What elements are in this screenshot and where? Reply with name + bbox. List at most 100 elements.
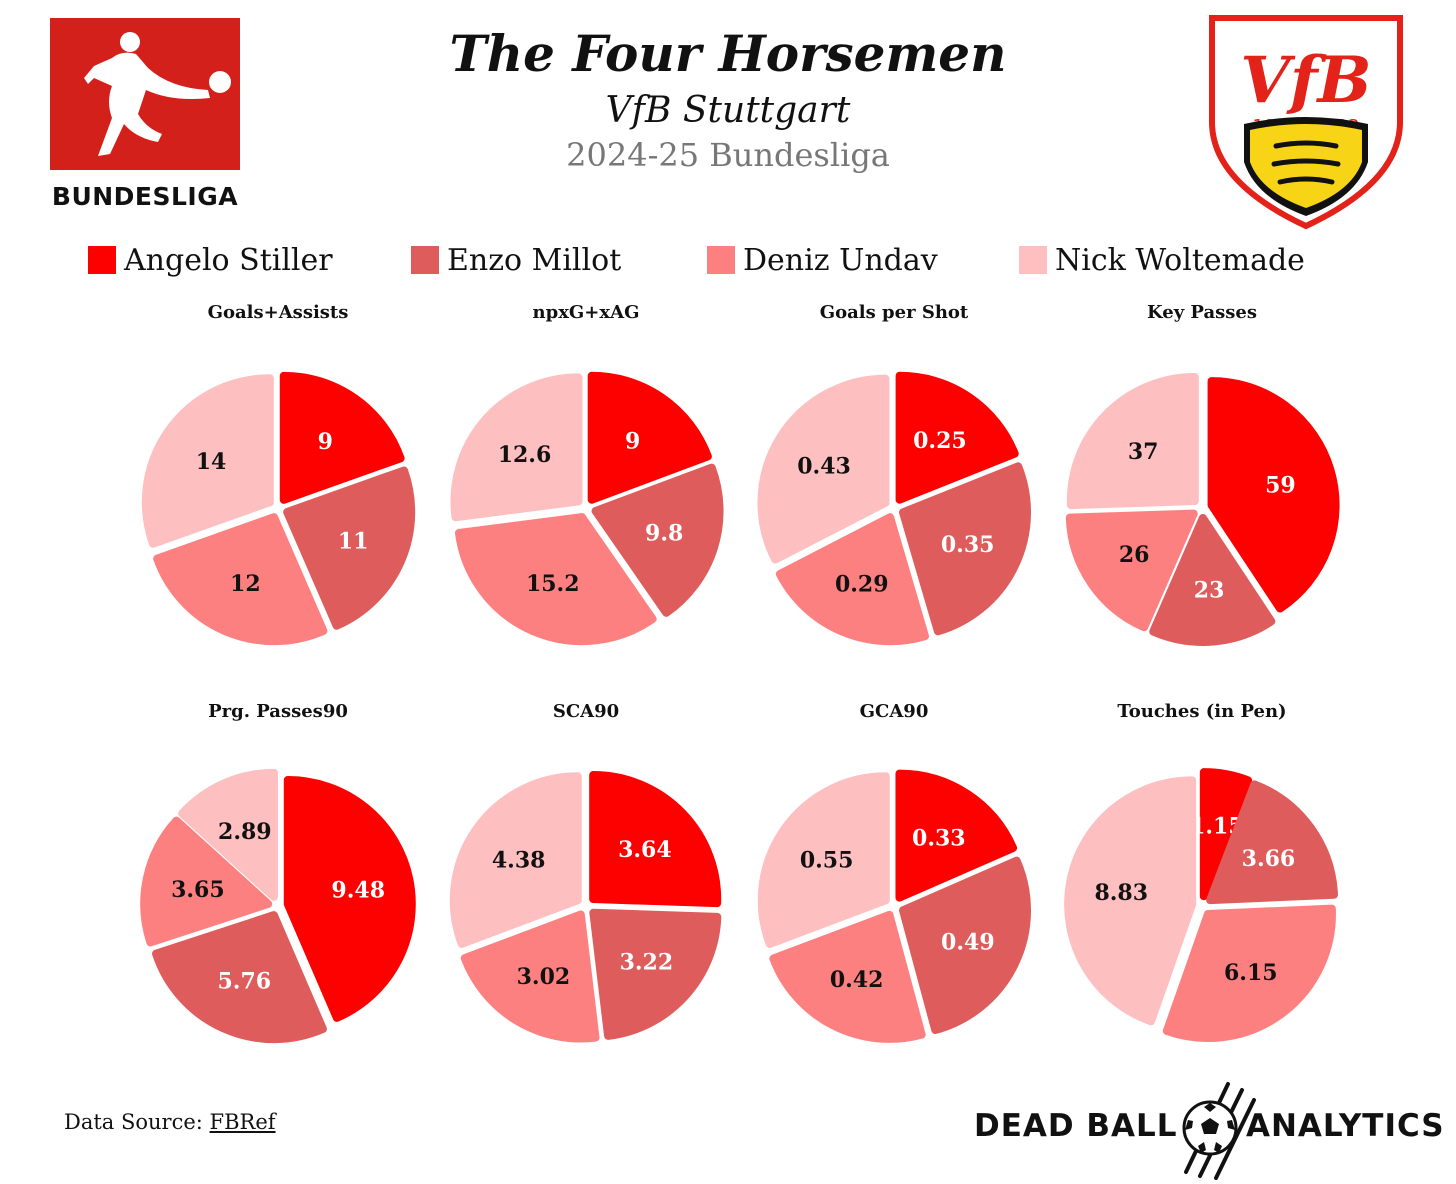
pie-slice	[454, 513, 657, 646]
pie-value-label: 0.29	[835, 571, 889, 597]
pie-slice	[1199, 768, 1253, 901]
pie-title: Prg. Passes90	[208, 701, 348, 722]
pie-slice	[153, 513, 328, 646]
brand-logo	[1158, 1076, 1262, 1180]
brand-name-left: DEAD BALL	[974, 1108, 1178, 1144]
legend-label: Deniz Undav	[743, 242, 938, 278]
pie-value-label: 3.66	[1242, 846, 1296, 872]
pie-slice	[895, 371, 1019, 504]
pie-slice	[178, 768, 278, 901]
pie-title: SCA90	[553, 701, 619, 722]
pie-chart-1: npxG+xAG 9 9.8 15.2 12.6	[450, 302, 724, 646]
pie-value-label: 12	[230, 571, 261, 597]
pie-chart-2: Goals per Shot 0.25 0.35 0.29 0.43	[757, 302, 1031, 646]
pie-title: Goals per Shot	[820, 302, 969, 323]
pie-value-label: 0.55	[800, 847, 854, 873]
legend-label: Angelo Stiller	[124, 242, 333, 278]
pie-value-label: 0.35	[941, 532, 995, 558]
pie-chart-6: GCA90 0.33 0.49 0.42 0.55	[757, 701, 1031, 1043]
soccer-ball-icon	[1182, 1082, 1256, 1180]
pie-slice	[460, 910, 600, 1043]
pie-title: Goals+Assists	[208, 302, 349, 323]
pie-slice	[1065, 509, 1198, 632]
pie-chart-3: Key Passes 59 23 26 37	[1065, 302, 1340, 646]
pie-value-label: 12.6	[498, 442, 552, 468]
pie-slice	[895, 769, 1018, 902]
pie-slice	[152, 911, 327, 1044]
pie-chart-5: SCA90 3.64 3.22 3.02 4.38	[449, 701, 722, 1043]
legend-swatch	[88, 246, 116, 274]
vfb-stuttgart-crest: VfB 18 93	[1206, 12, 1406, 230]
pie-slice	[1064, 776, 1197, 1026]
pie-value-label: 0.25	[913, 428, 967, 454]
brand-name-right: ANALYTICS	[1246, 1108, 1445, 1144]
pie-value-label: 3.65	[171, 877, 225, 903]
pie-value-label: 9	[625, 429, 640, 455]
data-source-label: Data Source:	[64, 1110, 210, 1134]
pie-value-label: 11	[338, 529, 369, 555]
pie-value-label: 14	[196, 449, 227, 475]
pie-title: Touches (in Pen)	[1117, 701, 1286, 722]
pie-slice	[1162, 904, 1336, 1042]
pie-value-label: 3.02	[517, 964, 571, 990]
pie-slice	[769, 910, 926, 1043]
pie-value-label: 9	[318, 429, 333, 455]
pie-slice	[775, 513, 929, 646]
pie-slice	[1207, 377, 1340, 613]
legend-label: Nick Woltemade	[1055, 242, 1305, 278]
svg-text:VfB: VfB	[1240, 43, 1371, 118]
pie-slice	[589, 771, 722, 908]
pie-slice	[757, 772, 890, 948]
pie-title: npxG+xAG	[533, 302, 640, 323]
pie-chart-0: Goals+Assists 9 11 12 14	[141, 302, 416, 646]
legend-item-millot: Enzo Millot	[411, 240, 621, 280]
pie-title: GCA90	[860, 701, 929, 722]
pie-value-label: 0.33	[912, 825, 966, 851]
pie-value-label: 26	[1119, 542, 1150, 568]
legend-swatch	[1019, 246, 1047, 274]
pie-slice	[587, 371, 712, 504]
pie-value-label: 6.15	[1224, 960, 1278, 986]
legend-label: Enzo Millot	[447, 242, 622, 278]
pie-slice	[1066, 373, 1199, 510]
legend-swatch	[707, 246, 735, 274]
pie-slice	[1149, 513, 1276, 646]
pie-slice	[283, 466, 416, 630]
legend-swatch	[411, 246, 439, 274]
pie-value-label: 9.8	[645, 520, 683, 546]
legend-item-undav: Deniz Undav	[707, 240, 938, 280]
pie-slice	[450, 373, 583, 522]
bundesliga-logo	[50, 18, 240, 170]
pie-slice	[1206, 780, 1338, 905]
pie-chart-7: Touches (in Pen)1.153.666.158.83	[1064, 701, 1338, 1042]
pie-title: Key Passes	[1147, 302, 1257, 323]
pie-slice	[279, 371, 405, 504]
bundesliga-wordmark: BUNDESLIGA	[51, 182, 239, 211]
pie-slice	[140, 816, 273, 947]
pie-slice	[757, 374, 890, 564]
pie-value-label: 0.49	[941, 929, 995, 955]
pie-value-label: 9.48	[331, 877, 385, 903]
pie-slice	[591, 463, 724, 617]
data-source: Data Source: FBRef	[64, 1110, 276, 1134]
pie-slice	[589, 908, 722, 1040]
pie-value-label: 59	[1265, 472, 1296, 498]
pie-slice	[449, 772, 582, 948]
pie-value-label: 3.22	[620, 949, 674, 975]
pie-value-label: 37	[1128, 439, 1159, 465]
pie-value-label: 8.83	[1094, 880, 1148, 906]
fbref-link[interactable]: FBRef	[209, 1110, 276, 1134]
page-subtitle: VfB Stuttgart	[605, 90, 851, 131]
page-title: The Four Horsemen	[449, 24, 1007, 83]
pie-value-label: 4.38	[492, 847, 546, 873]
legend-item-stiller: Angelo Stiller	[88, 240, 333, 280]
pie-slice	[141, 374, 274, 548]
pie-value-label: 15.2	[526, 571, 580, 597]
bundesliga-player-icon	[50, 18, 240, 170]
pie-slice	[898, 462, 1031, 636]
pie-chart-4: Prg. Passes90 9.48 5.76 3.65 2.89	[140, 701, 416, 1044]
vfb-crest-icon: VfB 18 93	[1209, 15, 1403, 230]
pie-value-label: 2.89	[218, 819, 272, 845]
season-label: 2024-25 Bundesliga	[566, 136, 890, 174]
